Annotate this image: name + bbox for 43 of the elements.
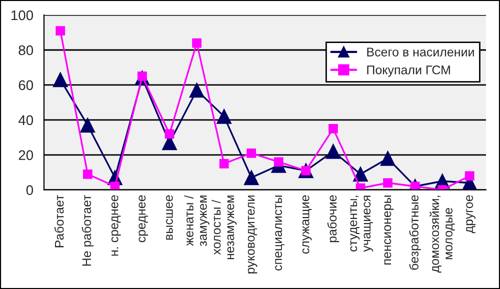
x-tick-label: рабочие xyxy=(327,195,340,242)
point xyxy=(216,108,232,124)
legend-label: Всего в насилении xyxy=(367,48,474,56)
x-tick-label: домохозяйки, молодые xyxy=(430,196,455,273)
y-tick-label: 100 xyxy=(11,10,34,20)
point xyxy=(110,182,120,190)
x-tick-label: студенты, учащиеся xyxy=(350,196,374,252)
point xyxy=(189,82,204,98)
point xyxy=(80,118,96,133)
x-tick-label: н. среднее xyxy=(111,195,121,256)
x-tick-label: Не работает xyxy=(82,194,94,266)
point xyxy=(219,158,229,168)
point xyxy=(383,178,392,188)
point xyxy=(52,72,68,88)
point xyxy=(380,150,396,166)
x-tick-label: женаты / замужем xyxy=(184,195,210,246)
point xyxy=(328,124,338,134)
x-tick-label: служащие xyxy=(302,195,312,254)
point xyxy=(82,169,92,179)
y-tick-label: 80 xyxy=(18,45,34,56)
point xyxy=(244,170,259,186)
x-tick-label: высшее xyxy=(166,195,173,240)
point xyxy=(56,26,66,36)
point xyxy=(326,144,341,159)
x-tick-label: среднее xyxy=(138,195,148,242)
point xyxy=(464,171,474,181)
x-tick-label: пенсионеры xyxy=(384,196,394,264)
y-tick-label: 40 xyxy=(18,115,34,126)
point xyxy=(353,166,368,182)
point xyxy=(246,148,256,158)
point xyxy=(410,182,420,190)
x-tick-label: другое xyxy=(466,195,476,234)
x-tick-label: безработные xyxy=(409,195,421,270)
legend-label: Покупали ГСМ xyxy=(367,65,450,77)
point xyxy=(164,129,174,139)
y-tick-label: 60 xyxy=(18,80,34,90)
y-tick-label: 20 xyxy=(18,150,34,160)
x-tick-label: холосты / незамужем xyxy=(212,196,237,260)
x-tick-label: Работает xyxy=(54,194,64,248)
y-tick-label: 0 xyxy=(26,185,34,196)
point xyxy=(192,38,202,48)
x-tick-label: специалисты xyxy=(275,196,284,270)
x-tick-label: руководители xyxy=(248,196,258,274)
